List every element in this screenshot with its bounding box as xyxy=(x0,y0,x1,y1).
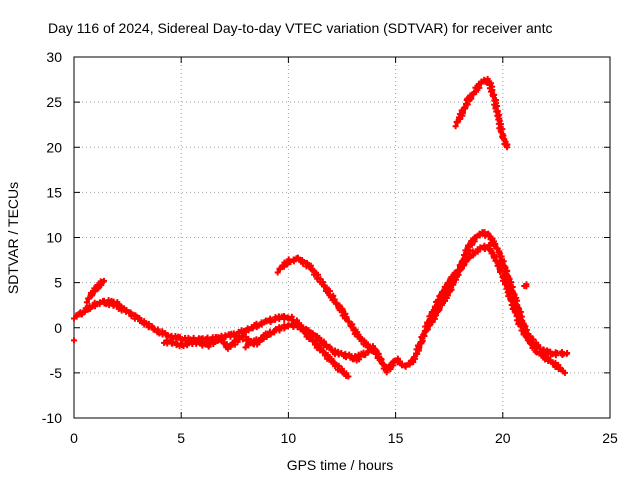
chart-title: Day 116 of 2024, Sidereal Day-to-day VTE… xyxy=(48,20,552,36)
data-point xyxy=(85,295,92,302)
y-tick-label: 5 xyxy=(54,275,62,291)
x-tick-label: 15 xyxy=(388,430,404,446)
data-point xyxy=(232,332,239,339)
data-point xyxy=(459,108,466,115)
y-tick-label: 20 xyxy=(46,139,62,155)
data-point xyxy=(280,262,287,269)
data-point xyxy=(199,342,206,349)
data-point xyxy=(438,301,445,308)
data-point xyxy=(343,314,350,321)
data-point xyxy=(433,312,440,319)
x-tick-label: 10 xyxy=(281,430,297,446)
axis-ticks: 0 5 10 15 20 25 -10 -5 0 5 10 15 20 25 30 xyxy=(42,49,618,446)
data-point xyxy=(564,350,571,357)
y-tick-label: 0 xyxy=(54,320,62,336)
data-point xyxy=(369,343,376,350)
data-point xyxy=(561,369,568,376)
x-tick-label: 5 xyxy=(177,430,185,446)
y-tick-label: 25 xyxy=(46,94,62,110)
data-point xyxy=(535,342,542,349)
data-point xyxy=(307,334,314,341)
data-point xyxy=(416,343,423,350)
data-point xyxy=(491,241,498,248)
data-point xyxy=(114,302,121,309)
data-points xyxy=(71,75,571,380)
x-tick-label: 20 xyxy=(495,430,511,446)
data-point xyxy=(290,258,297,265)
data-point xyxy=(320,348,327,355)
data-point xyxy=(291,322,298,329)
x-tick-label: 0 xyxy=(70,430,78,446)
data-point xyxy=(410,355,417,362)
data-point xyxy=(177,334,184,341)
data-point xyxy=(453,119,460,126)
y-tick-label: -10 xyxy=(42,410,62,426)
data-point xyxy=(449,280,456,287)
data-point xyxy=(452,123,459,130)
data-point xyxy=(83,299,90,306)
data-point xyxy=(485,232,492,239)
data-point xyxy=(274,269,281,276)
data-point xyxy=(345,373,352,380)
data-point xyxy=(285,315,292,322)
x-tick-label: 25 xyxy=(602,430,618,446)
grid-lines xyxy=(74,57,610,418)
data-point xyxy=(94,283,101,290)
data-point xyxy=(309,337,316,344)
data-point xyxy=(245,327,252,334)
data-point xyxy=(470,91,477,98)
data-point xyxy=(271,329,278,336)
x-axis-label: GPS time / hours xyxy=(287,457,394,473)
data-point xyxy=(101,277,108,284)
data-point xyxy=(490,93,497,100)
data-point xyxy=(365,349,372,356)
data-point xyxy=(502,280,509,287)
y-tick-label: 30 xyxy=(46,49,62,65)
data-point xyxy=(96,299,103,306)
data-point xyxy=(444,279,451,286)
data-point xyxy=(473,233,480,240)
y-tick-label: 15 xyxy=(46,184,62,200)
data-point xyxy=(402,363,409,370)
data-point xyxy=(499,259,506,266)
data-point xyxy=(528,338,535,345)
y-tick-label: -5 xyxy=(50,365,63,381)
data-point xyxy=(436,305,443,312)
data-point xyxy=(81,308,88,315)
data-point xyxy=(454,270,461,277)
data-point xyxy=(331,296,338,303)
y-axis-label: SDTVAR / TECUs xyxy=(5,182,21,294)
data-point xyxy=(424,326,431,333)
data-point xyxy=(517,308,524,315)
data-point xyxy=(461,105,468,112)
data-point xyxy=(276,266,283,273)
data-point xyxy=(557,364,564,371)
data-point xyxy=(71,337,77,344)
data-point xyxy=(357,334,364,341)
data-point xyxy=(420,331,427,338)
data-point xyxy=(493,108,500,115)
data-point xyxy=(352,354,359,361)
data-point xyxy=(345,318,352,325)
data-point xyxy=(494,262,501,269)
data-point xyxy=(249,325,256,332)
data-point xyxy=(184,342,191,349)
data-point xyxy=(245,342,252,349)
data-point xyxy=(497,127,504,134)
data-point xyxy=(257,336,264,343)
data-point xyxy=(348,323,355,330)
y-tick-label: 10 xyxy=(46,230,62,246)
data-point xyxy=(425,322,432,329)
data-point xyxy=(504,144,511,151)
data-point xyxy=(89,291,96,298)
data-point xyxy=(333,300,340,307)
data-point xyxy=(170,338,177,345)
data-point xyxy=(73,313,80,320)
data-point xyxy=(523,283,530,290)
